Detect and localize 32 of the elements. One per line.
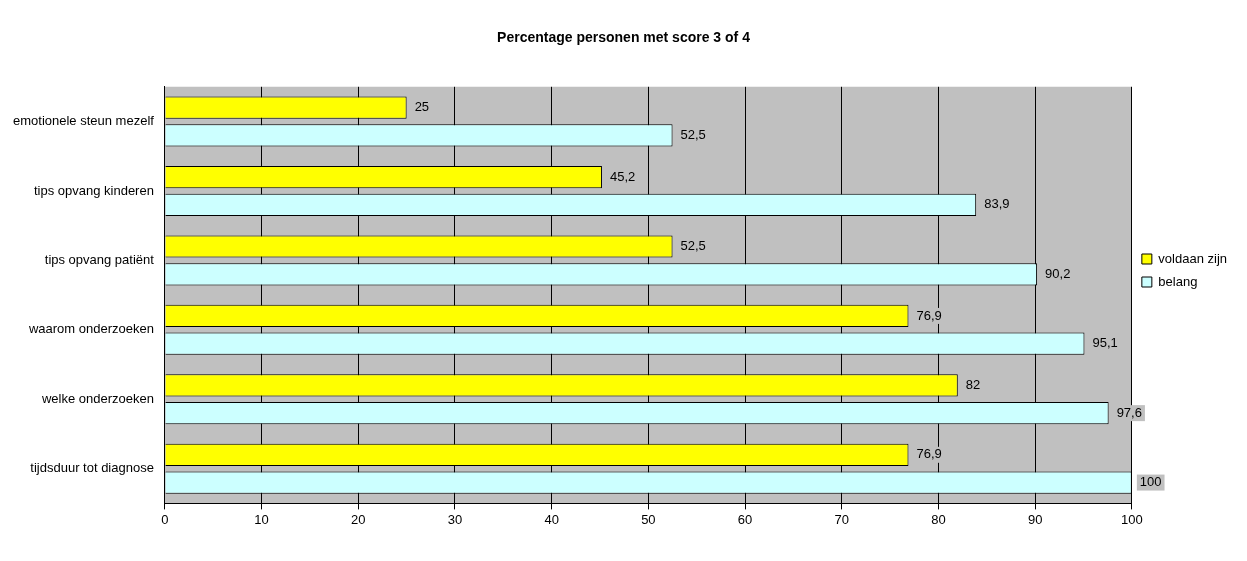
x-tick-label: 0 xyxy=(161,511,169,527)
x-tick-label: 50 xyxy=(641,511,656,527)
x-tick-label: 70 xyxy=(834,511,849,527)
data-label: 95,1 xyxy=(1092,335,1118,351)
y-tick-label: emotionele steun mezelf xyxy=(12,113,155,129)
data-label: 76,9 xyxy=(916,307,942,323)
data-label: 52,5 xyxy=(680,126,706,142)
data-label: 45,2 xyxy=(609,168,636,184)
y-tick-label: welke onderzoeken xyxy=(40,390,154,406)
data-label: 52,5 xyxy=(680,238,706,254)
legend-label: voldaan zijn xyxy=(1158,250,1227,266)
y-tick-label: tijdsduur tot diagnose xyxy=(30,460,154,476)
x-tick-label: 90 xyxy=(1027,511,1043,527)
x-tick-label: 10 xyxy=(254,511,269,527)
data-label: 82 xyxy=(965,376,981,392)
data-label: 83,9 xyxy=(984,196,1010,212)
y-tick-label: waarom onderzoeken xyxy=(27,321,154,337)
data-label: 100 xyxy=(1139,474,1162,490)
y-tick-label: tips opvang kinderen xyxy=(33,182,154,198)
x-tick-label: 40 xyxy=(544,511,559,527)
chart-title: Percentage personen met score 3 of 4 xyxy=(497,29,751,46)
data-label: 76,9 xyxy=(916,446,942,462)
x-tick-label: 60 xyxy=(737,511,753,527)
x-tick-label: 100 xyxy=(1120,511,1143,527)
legend-label: belang xyxy=(1158,273,1198,289)
y-tick-label: tips opvang patiënt xyxy=(44,251,155,267)
data-label: 90,2 xyxy=(1045,265,1071,281)
x-tick-label: 80 xyxy=(931,511,946,527)
data-label: 25 xyxy=(414,99,430,115)
x-tick-label: 20 xyxy=(351,511,366,527)
data-label: 97,6 xyxy=(1116,404,1142,420)
x-tick-label: 30 xyxy=(447,511,463,527)
